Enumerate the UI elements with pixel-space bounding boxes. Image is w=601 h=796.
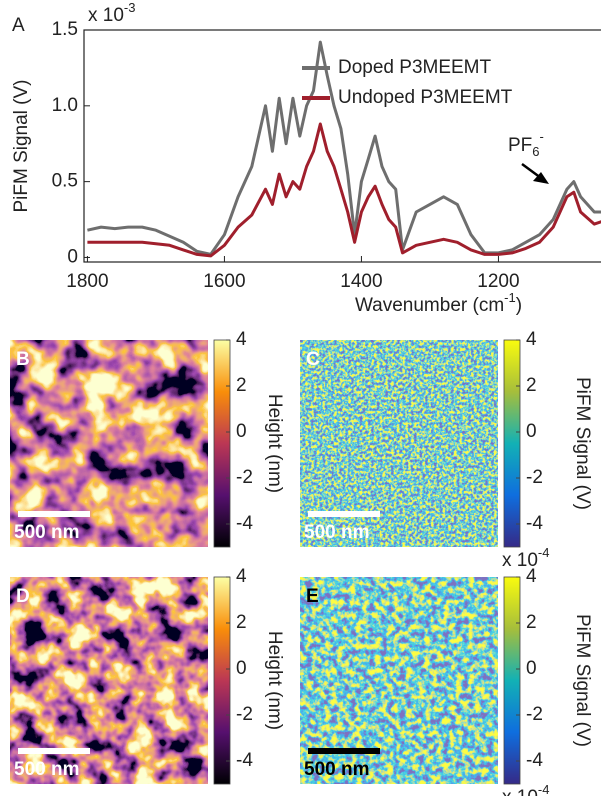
y-tick-label: 0.5 <box>52 171 78 192</box>
y-tick-label: 1.5 <box>52 19 78 40</box>
scale-bar <box>308 748 380 754</box>
colorbar-label: Height (nm) <box>264 631 285 730</box>
series-line <box>87 122 601 258</box>
colorbar-label: PiFM Signal (V) <box>572 614 593 747</box>
x-tick-label: 1400 <box>340 271 382 292</box>
y-tick-label: 1.0 <box>52 95 78 116</box>
scale-bar-label: 500 nm <box>14 759 79 780</box>
colorbar-tick-label: -2 <box>236 467 253 488</box>
colorbar-tick-label: 0 <box>236 421 247 442</box>
x-tick-label: 1200 <box>477 271 519 292</box>
x-axis-label: Wavenumber (cm-1) <box>355 290 522 316</box>
colorbar-tick-label: 2 <box>526 612 537 633</box>
x-label-exponent: -1 <box>504 290 516 305</box>
multiplier-exponent: -3 <box>124 0 136 15</box>
arrow-head <box>533 172 549 184</box>
legend-label: Doped P3MEEMT <box>338 57 492 78</box>
scale-bar-label: 500 nm <box>14 522 79 543</box>
series-line <box>87 40 601 256</box>
multiplier-text: x 10 <box>502 550 538 571</box>
colorbar-label: PiFM Signal (V) <box>572 377 593 510</box>
colorbar-tick-label: 2 <box>236 375 247 396</box>
multiplier-exponent: -4 <box>538 545 550 560</box>
colorbar-tick-label: 0 <box>526 421 537 442</box>
panel-label: A <box>12 15 25 36</box>
legend-label: Undoped P3MEEMT <box>338 87 513 108</box>
colorbar-tick-label: 0 <box>526 658 537 679</box>
y-axis-label: PiFM Signal (V) <box>11 79 32 212</box>
multiplier-exponent: -4 <box>538 782 550 796</box>
x-tick-label: 1600 <box>203 271 245 292</box>
colorbar-tick-label: -2 <box>526 704 543 725</box>
panel-label: C <box>306 349 320 370</box>
y-tick-label: 0 <box>67 246 78 267</box>
colorbar-tick-label: -4 <box>236 750 253 771</box>
colorbar-tick-label: 4 <box>526 566 537 587</box>
panel-label: B <box>16 349 30 370</box>
colorbar-tick-label: -4 <box>526 750 543 771</box>
scale-bar-label: 500 nm <box>304 522 369 543</box>
colorbar-tick-label: -4 <box>526 513 543 534</box>
colorbar <box>503 339 521 548</box>
annotation: PF6- <box>508 129 544 159</box>
x-tick-label: 1800 <box>66 271 108 292</box>
scale-bar-label: 500 nm <box>304 759 369 780</box>
x-label-text: Wavenumber (cm <box>355 295 504 316</box>
panel-label: D <box>16 586 30 607</box>
colorbar <box>503 576 521 785</box>
colorbar-tick-label: 4 <box>236 329 247 350</box>
colorbar-tick-label: -2 <box>236 704 253 725</box>
scale-bar <box>18 748 90 754</box>
colorbar <box>213 576 231 785</box>
multiplier-text: x 10 <box>502 787 538 796</box>
colorbar-tick-label: -4 <box>236 513 253 534</box>
colorbar <box>213 339 231 548</box>
plot-frame <box>83 29 601 263</box>
colorbar-tick-label: 2 <box>526 375 537 396</box>
annotation-sup: - <box>540 129 544 144</box>
colorbar-tick-label: 4 <box>526 329 537 350</box>
annotation-text: PF <box>508 135 532 156</box>
colorbar-tick-label: 4 <box>236 566 247 587</box>
panel-label: E <box>306 586 319 607</box>
colorbar-multiplier: x 10-4 <box>502 782 549 796</box>
colorbar-multiplier: x 10-4 <box>502 545 549 571</box>
x-label-end: ) <box>516 295 522 316</box>
scale-bar <box>308 511 380 517</box>
axis-multiplier: x 10-3 <box>88 0 135 26</box>
annotation-sub: 6 <box>532 144 539 159</box>
colorbar-tick-label: 2 <box>236 612 247 633</box>
colorbar-tick-label: -2 <box>526 467 543 488</box>
multiplier-text: x 10 <box>88 5 124 26</box>
colorbar-tick-label: 0 <box>236 658 247 679</box>
colorbar-label: Height (nm) <box>264 394 285 493</box>
scale-bar <box>18 511 90 517</box>
